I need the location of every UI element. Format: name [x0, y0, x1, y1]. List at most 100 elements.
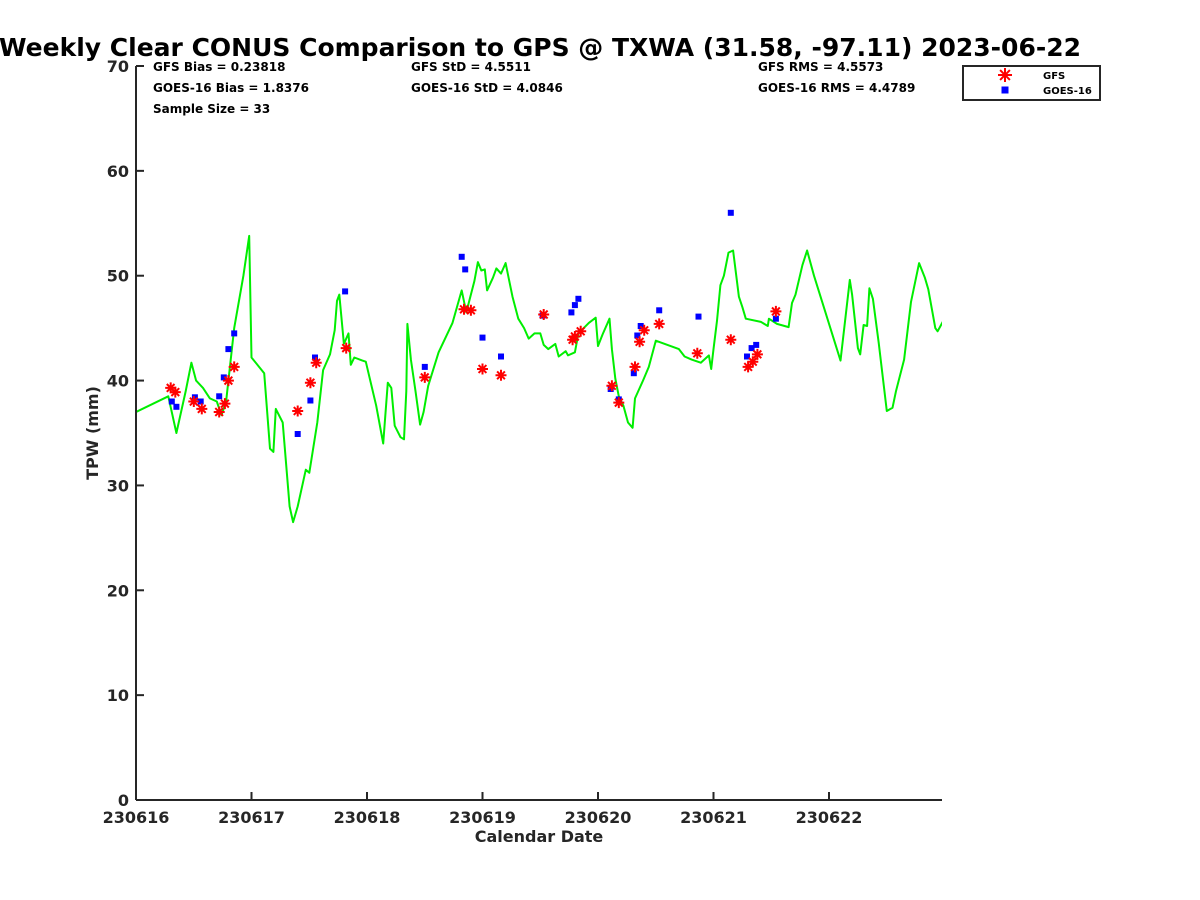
- y-axis-label: TPW (mm): [83, 386, 102, 480]
- y-tick-label: 60: [107, 162, 129, 181]
- stat-gfs-bias: GFS Bias = 0.23818: [153, 60, 285, 74]
- gfs-point: [292, 405, 304, 417]
- x-tick-label: 230617: [218, 808, 285, 827]
- gfs-point: [725, 334, 737, 346]
- goes16-point: [231, 330, 238, 337]
- goes16-point: [225, 346, 232, 353]
- gfs-point: [613, 397, 625, 409]
- goes16-point: [498, 353, 504, 360]
- y-tick-label: 50: [107, 267, 129, 286]
- gfs-point: [653, 318, 665, 330]
- goes16-point: [191, 394, 198, 401]
- goes16-point: [294, 431, 301, 437]
- goes16-point: [307, 397, 314, 404]
- gfs-series: [165, 303, 782, 418]
- goes16-point: [342, 288, 349, 295]
- gfs-point: [304, 377, 316, 389]
- gfs-point: [629, 361, 641, 373]
- goes16-point: [727, 209, 734, 216]
- legend-box: [962, 65, 1101, 101]
- gfs-point: [419, 371, 431, 383]
- y-tick-label: 20: [107, 581, 129, 600]
- gfs-point: [213, 406, 225, 418]
- gfs-point: [569, 331, 581, 342]
- gfs-point: [465, 304, 477, 316]
- goes16-point: [197, 398, 204, 405]
- gfs-point: [188, 396, 200, 407]
- gfs-point: [228, 361, 240, 373]
- gfs-point: [538, 309, 550, 320]
- gfs-point: [747, 356, 759, 368]
- goes16-point: [748, 345, 755, 352]
- goes16-point: [168, 398, 175, 405]
- legend-gfs-label: GFS: [1043, 71, 1065, 82]
- x-tick-label: 230616: [103, 808, 170, 827]
- x-ticks: 230616 230617 230618 230619 230620 230621 2306…: [103, 792, 863, 827]
- goes16-point: [421, 363, 428, 370]
- goes16-point: [216, 393, 223, 400]
- stat-sample-size: Sample Size = 33: [153, 102, 270, 116]
- legend-goes16-marker: [1001, 86, 1009, 94]
- y-tick-label: 10: [107, 686, 129, 705]
- gfs-point: [196, 403, 208, 415]
- goes16-point: [753, 341, 760, 348]
- goes16-point: [312, 354, 318, 361]
- x-tick-label: 230620: [565, 808, 632, 827]
- gps-line: [136, 234, 942, 524]
- goes16-point: [568, 309, 575, 316]
- goes16-point: [479, 334, 486, 341]
- legend-goes16-label: GOES-16: [1043, 86, 1092, 97]
- x-axis-label: Calendar Date: [475, 827, 604, 846]
- gfs-point: [165, 382, 177, 394]
- gfs-point: [169, 386, 181, 398]
- gfs-point: [634, 336, 646, 348]
- goes16-point: [220, 374, 227, 381]
- stat-gfs-rms: GFS RMS = 4.5573: [758, 60, 883, 74]
- gfs-point: [495, 369, 507, 381]
- goes16-point: [575, 295, 582, 302]
- goes16-point: [571, 302, 578, 309]
- stat-goes-rms: GOES-16 RMS = 4.4789: [758, 81, 915, 95]
- stat-goes-std: GOES-16 StD = 4.0846: [411, 81, 563, 95]
- goes16-point: [630, 370, 637, 377]
- x-tick-label: 230622: [796, 808, 863, 827]
- x-tick-label: 230619: [449, 808, 516, 827]
- goes16-point: [462, 266, 469, 273]
- gfs-point: [458, 303, 470, 315]
- gfs-point: [638, 324, 650, 336]
- goes16-point: [772, 315, 779, 322]
- gfs-point: [219, 398, 231, 410]
- x-tick-label: 230621: [680, 808, 747, 827]
- goes16-point: [744, 353, 750, 360]
- goes16-point: [634, 332, 641, 339]
- goes16-series: [168, 209, 779, 437]
- axes: [135, 66, 942, 801]
- gfs-point: [340, 342, 352, 354]
- gfs-point: [770, 305, 782, 317]
- goes16-point: [458, 253, 465, 260]
- gfs-point: [751, 348, 763, 360]
- y-tick-label: 0: [118, 791, 129, 810]
- gfs-point: [575, 325, 587, 337]
- gfs-point: [310, 357, 322, 369]
- stat-gfs-std: GFS StD = 4.5511: [411, 60, 531, 74]
- gfs-point: [222, 375, 234, 387]
- gfs-point: [606, 380, 618, 392]
- gfs-point: [691, 347, 703, 359]
- x-tick-label: 230618: [334, 808, 401, 827]
- gps-line-layer: [136, 234, 942, 524]
- stats-block: GFS Bias = 0.23818 GFS StD = 4.5511 GFS …: [153, 60, 915, 116]
- stat-goes-bias: GOES-16 Bias = 1.8376: [153, 81, 309, 95]
- chart-title: Weekly Clear CONUS Comparison to GPS @ T…: [0, 33, 1081, 62]
- goes16-point: [607, 386, 614, 392]
- goes16-point: [695, 313, 702, 320]
- gfs-point: [742, 361, 754, 373]
- legend-gfs-marker: [998, 68, 1012, 82]
- legend-gfs-asterisk: [998, 68, 1012, 82]
- y-ticks: 0 10 20 30 40 50 60 70: [107, 57, 144, 810]
- y-tick-label: 30: [107, 476, 129, 495]
- legend: GFS GOES-16: [962, 65, 1101, 101]
- goes16-point: [656, 307, 663, 314]
- gfs-point: [477, 363, 488, 375]
